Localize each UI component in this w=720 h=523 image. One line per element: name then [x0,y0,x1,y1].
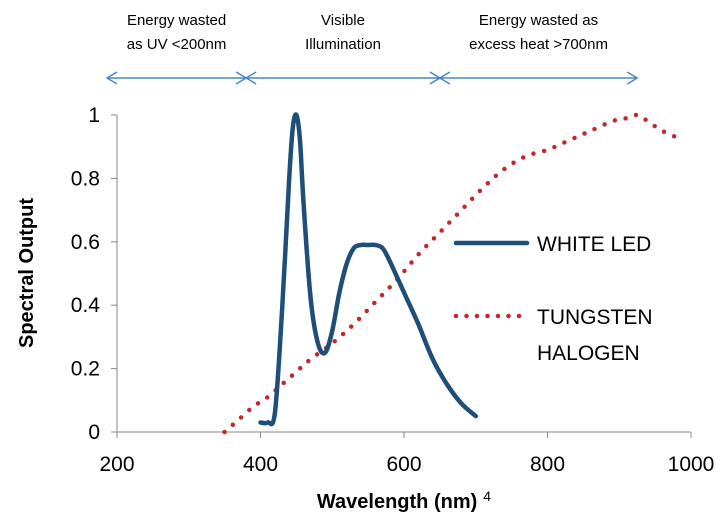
legend: WHITE LED TUNGSTEN HALOGEN [453,233,653,365]
series-layer [222,112,687,435]
band-label: Illumination [305,36,381,53]
tungsten-halogen-line [222,112,687,435]
wavelength-bands: Energy wasted as UV <200nm Visible Illumina… [107,12,637,78]
y-tick-label: 0.8 [71,167,100,190]
x-axis-footnote: 4 [483,488,491,504]
y-ticks: 0 0.2 0.4 0.6 0.8 1 [71,104,117,444]
white-led-line [258,112,479,427]
y-tick-label: 1 [88,104,100,127]
axes [116,115,691,433]
x-tick-label: 600 [386,453,421,476]
y-tick-label: 0 [88,421,100,444]
x-tick-label: 800 [530,453,565,476]
x-axis-title: Wavelength (nm) 4 [317,488,491,513]
x-tick-label: 400 [243,453,278,476]
x-ticks: 200 400 600 800 1000 [99,432,714,476]
y-tick-label: 0.6 [71,231,100,254]
y-tick-label: 0.2 [71,358,100,381]
legend-label-white-led: WHITE LED [537,233,651,256]
y-tick-label: 0.4 [71,294,101,317]
band-label: as UV <200nm [127,36,227,53]
legend-label-tungsten-halogen: TUNGSTEN [537,306,653,329]
band-label: excess heat >700nm [469,36,608,53]
x-axis-title-text: Wavelength (nm) [317,491,477,513]
band-label: Energy wasted [127,12,226,29]
legend-label-tungsten-halogen: HALOGEN [537,342,640,365]
band-label: Energy wasted as [479,12,598,29]
band-label: Visible [321,12,365,29]
x-tick-label: 200 [99,453,134,476]
y-axis-title: Spectral Output [16,198,38,348]
x-tick-label: 1000 [668,453,715,476]
